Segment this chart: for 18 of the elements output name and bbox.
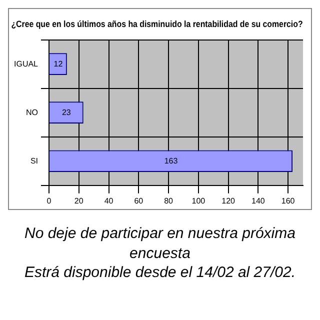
data-label: 163 <box>164 156 178 166</box>
y-tick-label: SI <box>30 156 38 166</box>
x-tick-label: 120 <box>222 196 236 206</box>
x-tick-label: 0 <box>46 196 52 206</box>
text: Estrá disponible desde el 14/02 al 27/02. <box>23 263 297 282</box>
x-tick-label: 100 <box>192 196 206 206</box>
x-tick-label: 80 <box>164 196 174 206</box>
y-tick-label: IGUAL <box>14 59 39 68</box>
chart-title: ¿Cree que en los últimos años ha disminuido la rentabilidad de su comercio? <box>11 18 303 30</box>
x-tick-label: 20 <box>74 196 84 206</box>
x-tick-label: 60 <box>134 196 144 206</box>
x-tick-label: 160 <box>281 196 296 206</box>
x-tick-label: 140 <box>252 196 266 206</box>
y-tick-label: NO <box>26 108 38 117</box>
data-label: 23 <box>62 108 72 117</box>
x-tick-label: 40 <box>104 196 114 206</box>
text: No deje de participar en nuestra próxima encuesta <box>24 224 296 263</box>
data-label: 12 <box>54 59 64 68</box>
